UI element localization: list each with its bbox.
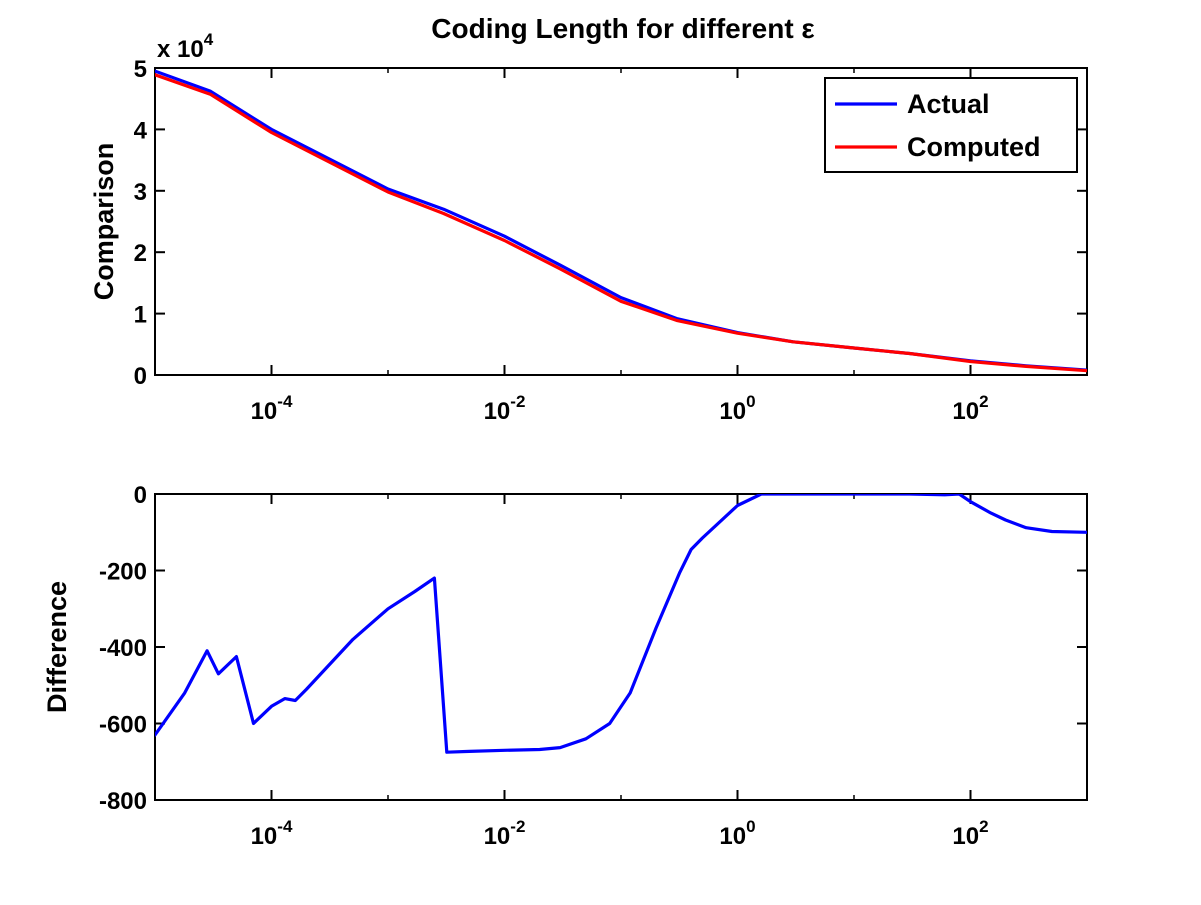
legend-label: Actual [907, 89, 990, 119]
axes-2: 10-4 10-2 100 1020-200-400-600-800Differenc… [42, 482, 1088, 850]
y-tick-label: 1 [134, 302, 147, 329]
x-tick-label: 10-2 [484, 817, 526, 850]
chart-title: Coding Length for different ε [431, 13, 814, 44]
y-tick-label: -600 [99, 712, 147, 739]
legend-label: Computed [907, 132, 1040, 162]
x-tick-label: 10-4 [251, 392, 293, 425]
y-multiplier-prefix: x 10 [157, 36, 204, 63]
x-tick-label: 102 [952, 392, 988, 425]
x-tick-label: 100 [719, 392, 755, 425]
plot-area [155, 69, 1087, 373]
y-tick-label: 2 [134, 240, 147, 267]
x-tick-label-base: 10 [251, 823, 278, 850]
plot-frame [154, 493, 1088, 801]
x-tick-label-exponent: 2 [979, 392, 988, 411]
y-tick-label: -800 [99, 788, 147, 815]
x-tick-label-exponent: 0 [746, 392, 755, 411]
x-tick-label-base: 10 [484, 823, 511, 850]
y-multiplier-exponent: 4 [204, 30, 214, 49]
x-tick-label-exponent: -2 [510, 817, 525, 836]
x-tick-label-exponent: 2 [979, 817, 988, 836]
x-tick-label-exponent: 0 [746, 817, 755, 836]
y-tick-label: 5 [134, 56, 147, 83]
x-tick-label: 102 [952, 817, 988, 850]
x-tick-label-base: 10 [484, 398, 511, 425]
x-tick-label-exponent: -4 [277, 817, 293, 836]
x-tick-label-base: 10 [952, 823, 979, 850]
y-tick-label: 4 [134, 117, 148, 144]
y-tick-label: 0 [134, 482, 147, 509]
y-axis-label: Difference [42, 581, 72, 713]
y-tick-label: -200 [99, 559, 147, 586]
x-tick-label-base: 10 [719, 823, 746, 850]
y-tick-label: 0 [134, 363, 147, 390]
legend: Actual Computed [824, 77, 1078, 173]
legend-box [824, 77, 1078, 173]
series-line-difference [155, 494, 1087, 754]
plot-area [155, 494, 1087, 754]
y-axis-label: Comparison [89, 143, 119, 301]
x-tick-label: 10-4 [251, 817, 293, 850]
x-tick-label-exponent: -4 [277, 392, 293, 411]
series-line-computed [155, 73, 1087, 373]
x-tick-label-base: 10 [719, 398, 746, 425]
x-tick-label-base: 10 [952, 398, 979, 425]
y-tick-label: -400 [99, 635, 147, 662]
x-tick-label-base: 10 [251, 398, 278, 425]
y-multiplier-label: x 104 [157, 30, 214, 63]
x-tick-label-exponent: -2 [510, 392, 525, 411]
x-tick-label: 100 [719, 817, 755, 850]
x-tick-label: 10-2 [484, 392, 526, 425]
y-tick-label: 3 [134, 179, 147, 206]
